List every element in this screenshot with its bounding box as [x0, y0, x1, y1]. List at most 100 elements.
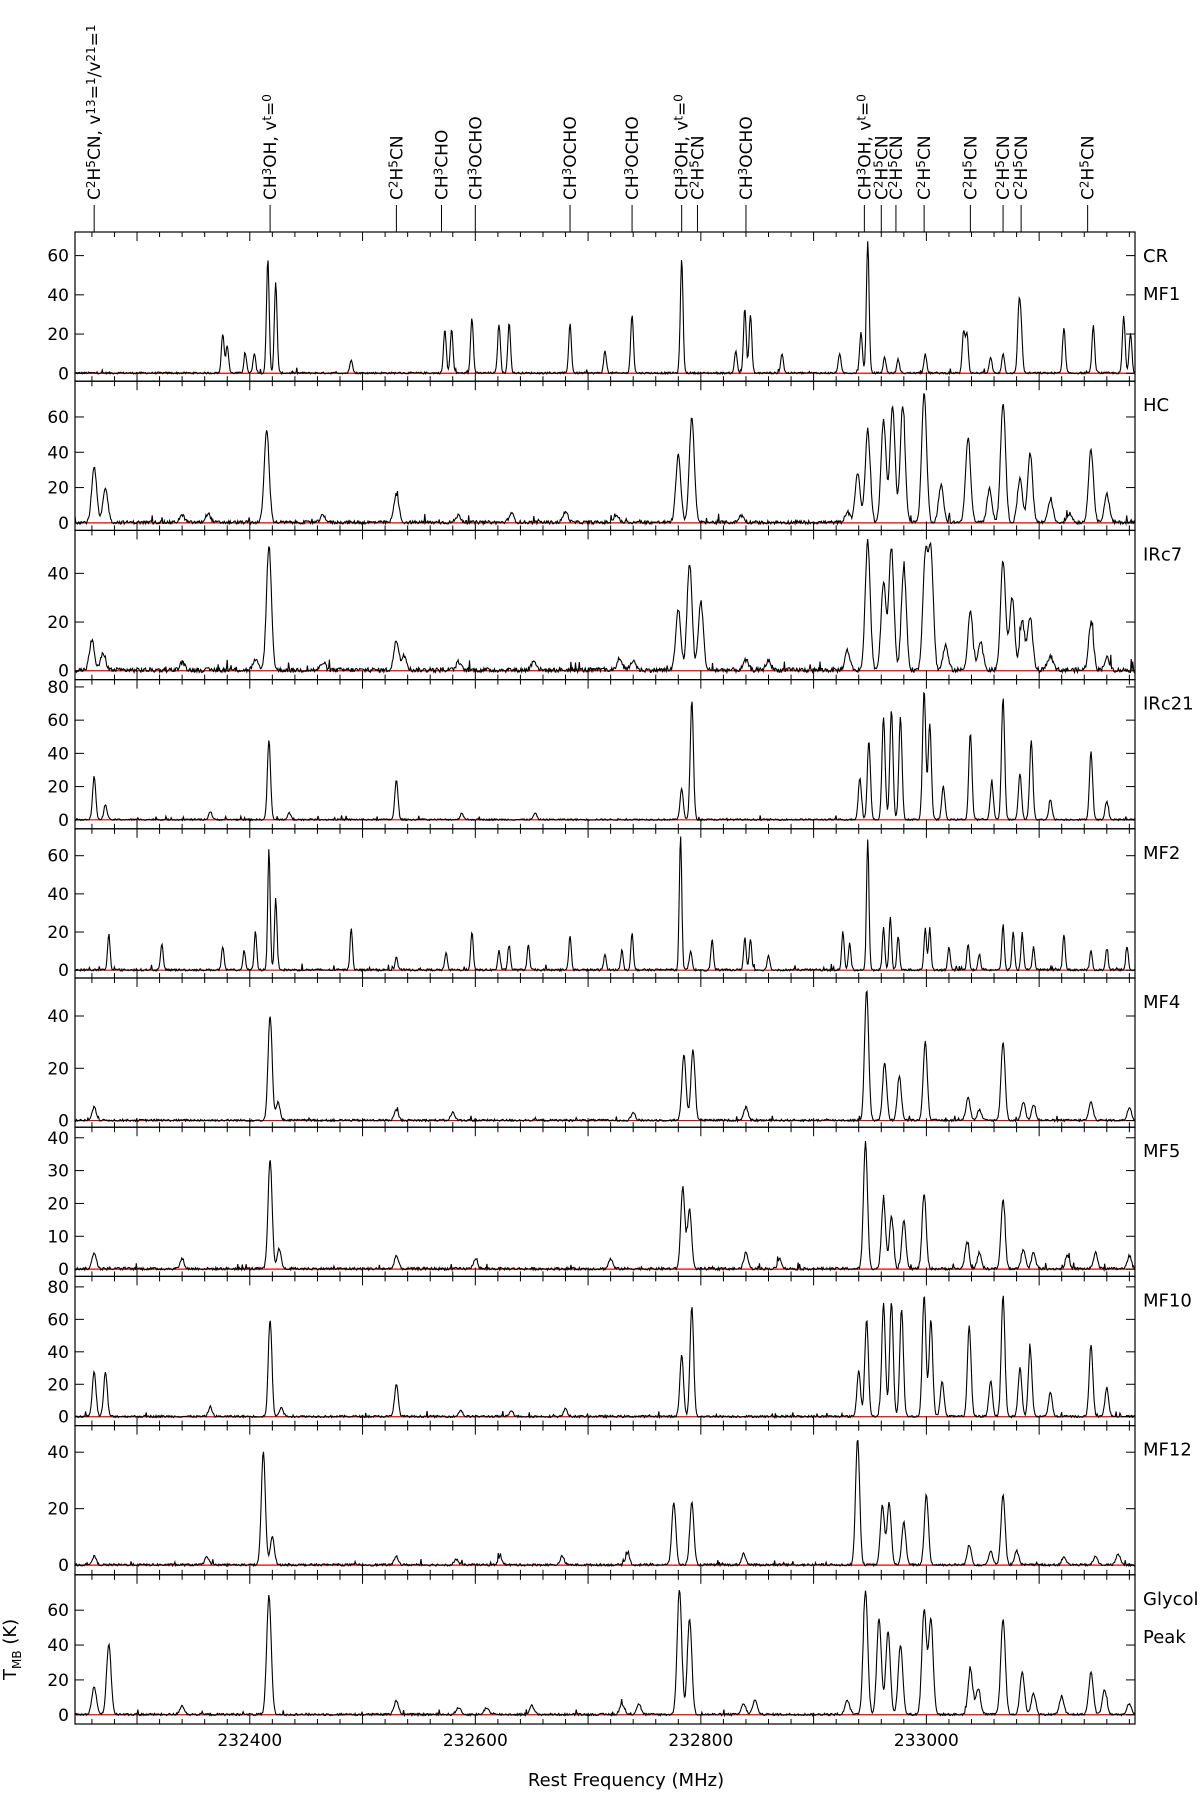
panel-name: MF12 [1143, 1440, 1192, 1461]
y-tick-label: 20 [47, 1375, 69, 1395]
panel-mf2: 0 20 40 60 MF2 [47, 828, 1180, 981]
y-tick-label: 20 [47, 778, 69, 798]
y-tick-label: 20 [47, 325, 69, 345]
spectrum-line [74, 1141, 1136, 1272]
panel-name: HC [1143, 395, 1169, 416]
y-axis-label-sub: MB [10, 1650, 24, 1669]
spectrum-line [74, 836, 1136, 973]
panel-irc7: 0 20 40 IRc7 [47, 529, 1182, 682]
y-tick-label: 60 [47, 408, 69, 428]
spectrum-line [74, 1295, 1136, 1420]
spectrum-line [74, 691, 1136, 822]
panel-name: IRc7 [1143, 544, 1182, 565]
y-tick-label: 0 [58, 1706, 69, 1726]
panel-mf4: 0 20 40 MF4 [47, 977, 1180, 1132]
line-id-label: C2H5CN [960, 135, 981, 200]
line-id-label: C2H5CN, v13=1/v21=1 [84, 24, 105, 200]
y-tick-label: 60 [47, 847, 69, 867]
panel-name: MF10 [1143, 1290, 1192, 1311]
panel-frame [74, 678, 1136, 830]
panel-frame [74, 380, 1136, 532]
panel-frame [74, 1574, 1136, 1725]
y-tick-label: 40 [47, 1636, 69, 1656]
panel-frame [74, 977, 1136, 1128]
panel-mf12: 0 20 40 MF12 [47, 1424, 1192, 1576]
y-tick-label: 80 [47, 678, 69, 698]
y-tick-label: 0 [58, 662, 69, 682]
panel-mf5: 0 10 20 30 40 MF5 [47, 1126, 1180, 1280]
panel-name-2: Peak [1143, 1627, 1186, 1648]
y-tick-label: 20 [47, 613, 69, 633]
y-tick-label: 0 [58, 1408, 69, 1428]
spectrum-line [74, 989, 1135, 1124]
y-tick-label: 20 [47, 479, 69, 499]
y-tick-label: 0 [58, 1112, 69, 1132]
x-tick-label: 232400 [217, 1731, 282, 1751]
panel-name: MF4 [1143, 992, 1180, 1013]
line-id-label: CH3OCHO [736, 116, 757, 200]
y-axis-label-main: T [0, 1668, 21, 1681]
y-tick-label: 20 [47, 1194, 69, 1214]
y-tick-label: 30 [47, 1162, 69, 1182]
x-tick-label: 232600 [443, 1731, 508, 1751]
y-tick-label: 0 [58, 961, 69, 981]
spectrum-line [75, 241, 1136, 376]
panel-frame [74, 1126, 1136, 1277]
line-id-label: CH3OCHO [465, 116, 486, 200]
line-id-label: CH3OCHO [560, 116, 581, 200]
y-tick-label: 0 [58, 1556, 69, 1576]
line-id-label: C2H5CN [1078, 135, 1099, 200]
x-axis: Rest Frequency (MHz) [528, 1770, 724, 1791]
y-tick-label: 20 [47, 1671, 69, 1691]
y-tick-label: 20 [47, 1500, 69, 1520]
y-tick-label: 20 [47, 923, 69, 943]
y-tick-label: 60 [47, 1310, 69, 1330]
line-id-label: C2H5CN [386, 135, 407, 200]
panel-glycol: 0 20 40 60 Glycol Peak 232400 232600 232800 23300… [47, 1574, 1199, 1751]
y-axis-label-unit: (K) [0, 1619, 21, 1651]
panel-frame [74, 231, 1136, 382]
y-tick-label: 40 [47, 1007, 69, 1027]
y-tick-label: 80 [47, 1278, 69, 1298]
line-id-label: CH3OCHO [622, 116, 643, 200]
spectrum-line [74, 393, 1136, 527]
y-tick-label: 40 [47, 286, 69, 306]
spectrum-line [74, 539, 1136, 675]
line-id-label: C2H5CN [993, 135, 1014, 200]
y-tick-label: 40 [47, 1129, 69, 1149]
line-id-label: C2H5CN [871, 135, 892, 200]
panel-frame [74, 1424, 1136, 1576]
y-tick-label: 40 [47, 744, 69, 764]
y-tick-label: 60 [47, 247, 69, 267]
spectrum-line [74, 1439, 1135, 1568]
y-tick-label: 40 [47, 1343, 69, 1363]
svg-text:TMB (K): TMB (K) [0, 1619, 24, 1681]
y-tick-label: 60 [47, 1601, 69, 1621]
y-tick-label: 20 [47, 1059, 69, 1079]
y-tick-label: 0 [58, 811, 69, 831]
line-id-label: C2H5CN [1011, 135, 1032, 200]
panel-hc: 0 20 40 60 HC [47, 380, 1169, 534]
panel-name: IRc21 [1143, 694, 1194, 715]
x-tick-label: 233000 [894, 1731, 959, 1751]
line-id-label: CH3OH, vt=0 [854, 94, 875, 200]
line-id-label: CH3OH, vt=0 [260, 94, 281, 200]
panel-name: CR [1143, 246, 1168, 267]
line-id-label: C2H5CN [687, 135, 708, 200]
y-tick-label: 0 [58, 1260, 69, 1280]
x-axis-label: Rest Frequency (MHz) [528, 1770, 724, 1791]
panel-name-2: MF1 [1143, 284, 1180, 305]
line-id-label: CH3OH, vt=0 [672, 94, 693, 200]
line-id-label: C2H5CN [886, 135, 907, 200]
y-tick-label: 40 [47, 443, 69, 463]
panel-name: MF5 [1143, 1141, 1180, 1162]
line-id-label: C2H5CN [914, 135, 935, 200]
panel-name: MF2 [1143, 843, 1180, 864]
y-tick-label: 60 [47, 711, 69, 731]
y-tick-label: 0 [58, 514, 69, 534]
panel-irc21: 0 20 40 60 80 IRc21 [47, 678, 1193, 831]
panel-frame [74, 529, 1136, 681]
